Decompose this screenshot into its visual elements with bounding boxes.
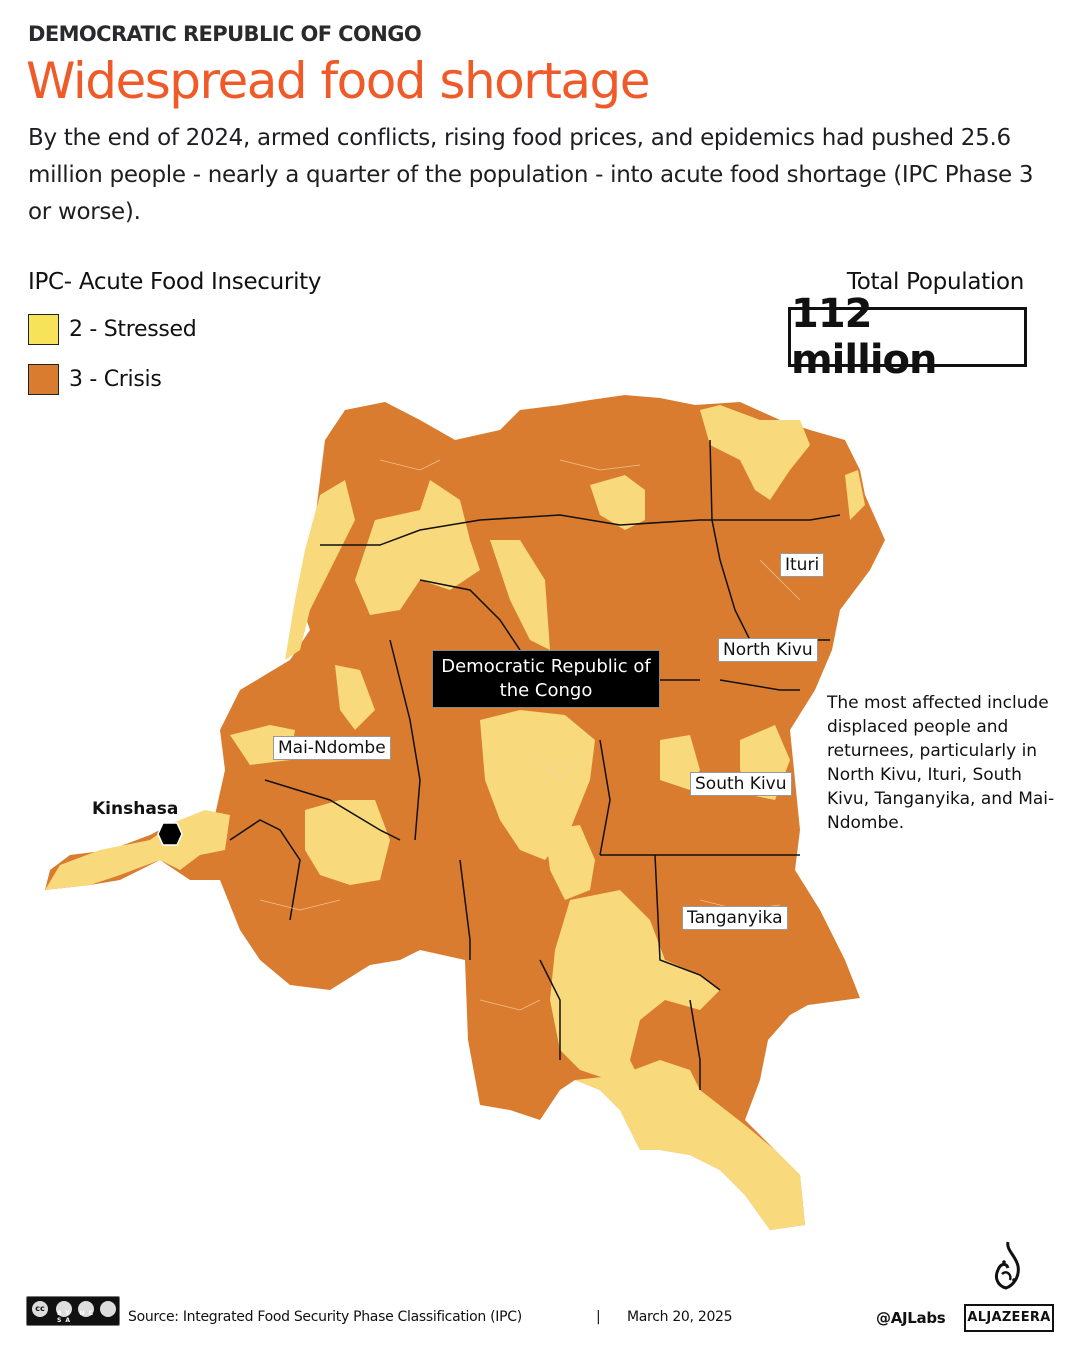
population-box: 112 million <box>788 291 1027 383</box>
label-south-kivu: South Kivu <box>690 772 792 796</box>
stressed-zones <box>45 405 865 1230</box>
separator: | <box>596 1309 601 1325</box>
creative-commons-icon[interactable]: cc BY NC SA <box>26 1296 120 1326</box>
annotation-text: The most affected include displaced peop… <box>827 693 1055 833</box>
legend-label: 2 - Stressed <box>69 317 197 342</box>
legend-item-crisis: 3 - Crisis <box>28 364 162 395</box>
description: By the end of 2024, armed conflicts, ris… <box>28 125 1034 225</box>
kicker: DEMOCRATIC REPUBLIC OF CONGO <box>28 22 422 46</box>
label-ituri: Ituri <box>780 553 825 577</box>
aljazeera-wordmark[interactable]: ALJAZEERA <box>964 1304 1054 1332</box>
aljazeera-logo-icon <box>994 1241 1020 1290</box>
population-value: 112 million <box>791 291 937 383</box>
footer: cc BY NC SA Source: Integrated Food Secu… <box>26 1296 1066 1336</box>
country-label: Democratic Republic of the Congo <box>432 650 660 708</box>
label-tanganyika: Tanganyika <box>682 906 788 930</box>
attribution-icon <box>54 1299 74 1319</box>
legend-title: IPC- Acute Food Insecurity <box>28 269 322 295</box>
stressed-swatch <box>28 314 59 345</box>
source-text: Source: Integrated Food Security Phase C… <box>128 1309 522 1325</box>
province-borders <box>229 439 841 1090</box>
cc-icon: cc <box>30 1299 50 1319</box>
label-north-kivu: North Kivu <box>718 638 818 662</box>
kinshasa-hexagon-icon <box>157 822 183 846</box>
sharealike-icon <box>98 1299 118 1319</box>
ajlabs-handle[interactable]: @AJLabs <box>876 1309 946 1327</box>
legend-item-stressed: 2 - Stressed <box>28 314 197 345</box>
city-label-kinshasa: Kinshasa <box>92 799 179 819</box>
population-title: Total Population <box>846 269 1024 295</box>
page-title: Widespread food shortage <box>26 52 651 110</box>
license-tags: BY NC SA <box>57 1310 98 1324</box>
drc-map <box>45 395 885 1230</box>
crisis-swatch <box>28 364 59 395</box>
noncommercial-icon <box>76 1299 96 1319</box>
date-text: March 20, 2025 <box>627 1309 733 1325</box>
country-shape <box>45 395 885 1230</box>
legend-label: 3 - Crisis <box>69 367 162 392</box>
label-mai-ndombe: Mai-Ndombe <box>273 736 391 760</box>
